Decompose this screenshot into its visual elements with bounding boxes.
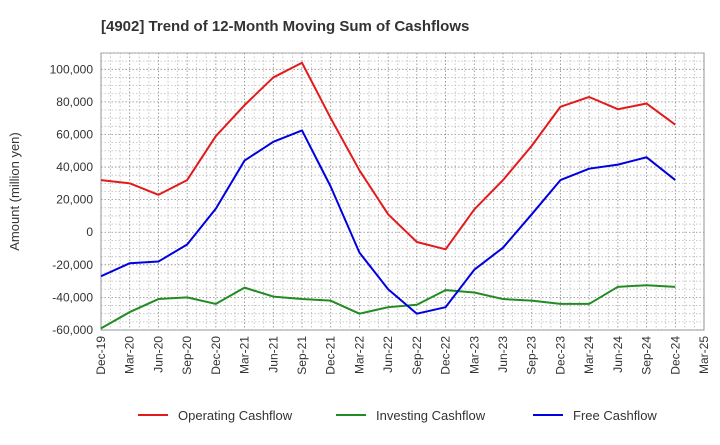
legend-label: Investing Cashflow <box>376 408 486 423</box>
x-tick-label: Dec-23 <box>553 336 567 375</box>
x-tick-label: Mar-22 <box>352 336 366 374</box>
legend: Operating Cashflow Investing Cashflow Free… <box>138 408 657 423</box>
y-tick-label: 100,000 <box>50 62 94 76</box>
legend-label: Free Cashflow <box>573 408 657 423</box>
x-tick-label: Sep-21 <box>295 336 309 375</box>
x-tick-label: Sep-22 <box>410 336 424 375</box>
x-tick-label: Jun-22 <box>381 336 395 373</box>
y-axis-ticks: -60,000 -40,000 -20,000 0 20,000 40,000 60,000… <box>50 62 94 337</box>
y-tick-label: 20,000 <box>56 193 93 207</box>
grid-lines <box>100 52 705 331</box>
x-tick-label: Mar-21 <box>238 336 252 374</box>
series-line-free-cashflow <box>100 129 676 315</box>
y-axis-label: Amount (million yen) <box>7 132 22 251</box>
x-tick-label: Dec-24 <box>668 336 682 375</box>
x-tick-label: Sep-24 <box>640 336 654 375</box>
x-tick-label: Mar-25 <box>697 336 711 374</box>
x-tick-label: Dec-22 <box>439 336 453 375</box>
x-tick-label: Jun-21 <box>266 336 280 373</box>
y-tick-label: 60,000 <box>56 127 93 141</box>
y-tick-label: 0 <box>86 225 93 239</box>
series-line-investing-cashflow <box>100 284 676 330</box>
x-tick-label: Sep-23 <box>525 336 539 375</box>
x-tick-label: Jun-23 <box>496 336 510 373</box>
x-tick-label: Dec-21 <box>324 336 338 375</box>
x-tick-label: Dec-19 <box>94 336 108 375</box>
series-layer <box>100 61 676 330</box>
y-tick-label: -20,000 <box>52 258 93 272</box>
x-tick-label: Mar-23 <box>467 336 481 374</box>
y-tick-label: 80,000 <box>56 95 93 109</box>
y-tick-label: 40,000 <box>56 160 93 174</box>
x-tick-label: Jun-24 <box>611 336 625 373</box>
chart-title: [4902] Trend of 12-Month Moving Sum of C… <box>101 18 469 35</box>
legend-label: Operating Cashflow <box>178 408 293 423</box>
y-tick-label: -60,000 <box>52 323 93 337</box>
y-tick-label: -40,000 <box>52 290 93 304</box>
x-tick-label: Jun-20 <box>151 336 165 373</box>
series-line-operating-cashflow <box>100 61 676 251</box>
x-tick-label: Mar-24 <box>582 336 596 374</box>
x-tick-label: Mar-20 <box>123 336 137 374</box>
x-tick-label: Dec-20 <box>209 336 223 375</box>
x-axis-ticks: Dec-19 Mar-20 Jun-20 Sep-20 Dec-20 Mar-21 Jun-… <box>94 336 711 375</box>
x-tick-label: Sep-20 <box>180 336 194 375</box>
